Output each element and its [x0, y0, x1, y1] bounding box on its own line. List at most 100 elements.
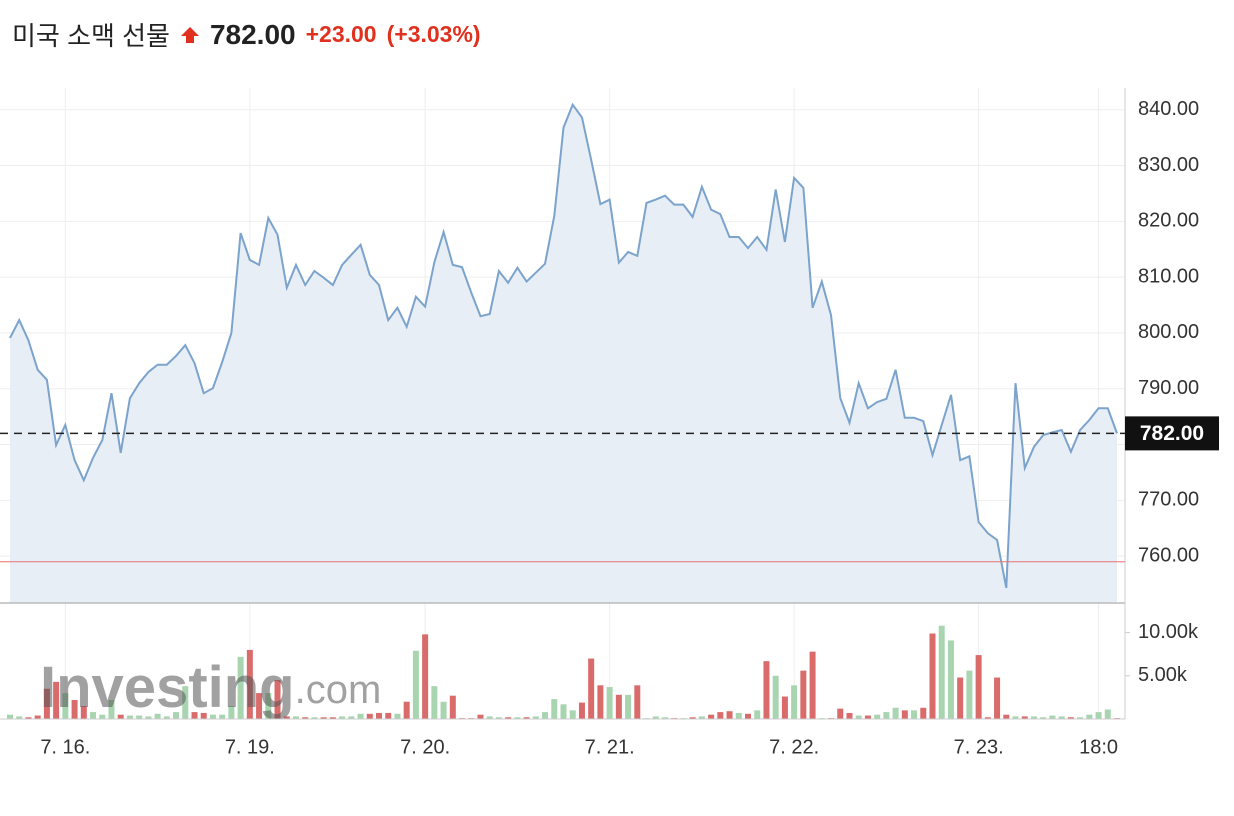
volume-bar: [1040, 717, 1047, 719]
volume-bar: [689, 717, 696, 719]
volume-bar: [200, 712, 207, 719]
volume-bar: [588, 658, 595, 719]
volume-bar: [126, 715, 133, 719]
volume-bar: [606, 687, 613, 719]
volume-bar: [1058, 716, 1065, 719]
volume-bar: [394, 713, 401, 719]
price-line: [9, 102, 1118, 589]
volume-bar: [717, 712, 724, 719]
volume-bar: [846, 712, 853, 719]
x-tick-label: 7. 16.: [40, 736, 90, 758]
y-tick-label: 770.00: [1138, 489, 1199, 511]
volume-bar: [412, 650, 419, 719]
volume-bar: [477, 714, 484, 719]
volume-bar: [237, 656, 244, 719]
volume-bar: [966, 670, 973, 719]
volume-bar: [560, 704, 567, 719]
y-tick-label: 820.00: [1138, 210, 1199, 232]
volume-bar: [1003, 714, 1010, 719]
y-tick-label: 5.00k: [1138, 664, 1188, 686]
volume-bar: [735, 712, 742, 719]
x-tick-label: 7. 20.: [400, 736, 450, 758]
up-arrow: [180, 26, 199, 43]
volume-bar: [745, 713, 751, 719]
volume-bar: [320, 717, 327, 719]
volume-bar: [108, 700, 115, 719]
volume-bar: [191, 712, 198, 719]
area: [10, 104, 1117, 603]
volume-bar: [975, 655, 982, 719]
volume-bar: [357, 713, 364, 719]
volume-bar: [883, 712, 890, 719]
volume-bar: [523, 717, 530, 719]
volume-bar: [892, 707, 899, 719]
volume-bar: [302, 717, 309, 719]
volume-bar: [256, 693, 263, 719]
volume-bar: [754, 710, 761, 719]
y-tick-label: 840.00: [1138, 98, 1199, 120]
x-tick-label: 7. 21.: [585, 736, 635, 758]
y-tick-label: 830.00: [1138, 154, 1199, 176]
y-tick-label: 790.00: [1138, 377, 1199, 399]
volume-bar: [71, 700, 78, 719]
volume-bar: [837, 708, 844, 719]
volume-bar: [505, 717, 512, 719]
volume-bar: [874, 714, 881, 719]
volume-bar: [994, 677, 1001, 719]
x-tick-label: 7. 23.: [954, 736, 1004, 758]
volume-bar: [154, 713, 161, 719]
y-tick-label: 10.00k: [1138, 621, 1199, 643]
y-tick-label: 810.00: [1138, 265, 1199, 287]
volume-bar: [634, 685, 641, 719]
volume-bar: [597, 685, 604, 719]
volume-bar: [449, 695, 456, 719]
volume-bar: [283, 716, 290, 719]
volume-bar: [781, 696, 788, 719]
volume-bar: [625, 694, 632, 719]
volume-bar: [542, 712, 549, 719]
volume-bar: [726, 711, 733, 719]
volume-bar: [136, 715, 143, 719]
volume-bar: [791, 685, 798, 719]
volume-bar: [311, 717, 318, 719]
volume-bar: [228, 706, 235, 719]
volume-bar: [551, 699, 558, 719]
volume-bar: [1086, 714, 1093, 719]
price-tag-label: 782.00: [1140, 422, 1204, 445]
volume-bar: [938, 625, 945, 719]
volume-bar: [366, 713, 373, 719]
volume-bar: [1104, 709, 1111, 719]
volume-bar: [698, 716, 705, 719]
volume-bar: [431, 686, 438, 719]
volume-bar: [947, 640, 954, 719]
volume-bar: [292, 716, 299, 719]
volume-bar: [62, 693, 69, 719]
volume-bar: [800, 670, 807, 719]
volume-bar: [329, 717, 336, 719]
volume-bar: [348, 716, 355, 719]
volume-bar: [173, 712, 180, 719]
price: 782.00: [209, 18, 296, 50]
title: 미국 소맥 선물: [12, 21, 170, 51]
volume-bar: [117, 714, 124, 719]
volume-bar: [957, 677, 964, 719]
volume-bar: [763, 661, 770, 719]
volume-bar: [1095, 712, 1102, 719]
volume-bar: [422, 634, 429, 719]
watermark: Investing.com: [40, 655, 381, 720]
volume-bar: [34, 715, 41, 719]
volume-bar: [615, 694, 622, 719]
volume-bar: [911, 710, 918, 719]
volume-bar: [209, 714, 216, 719]
volume-bar: [772, 675, 779, 719]
volume-bar: [486, 716, 493, 719]
volume-bar: [339, 716, 346, 719]
volume-bar: [90, 712, 97, 719]
volume-bar: [652, 716, 659, 719]
volume-bar: [569, 710, 576, 719]
change-pct: (+3.03%): [386, 21, 481, 47]
volume-bar: [864, 715, 871, 719]
volume-bar: [1067, 717, 1074, 719]
